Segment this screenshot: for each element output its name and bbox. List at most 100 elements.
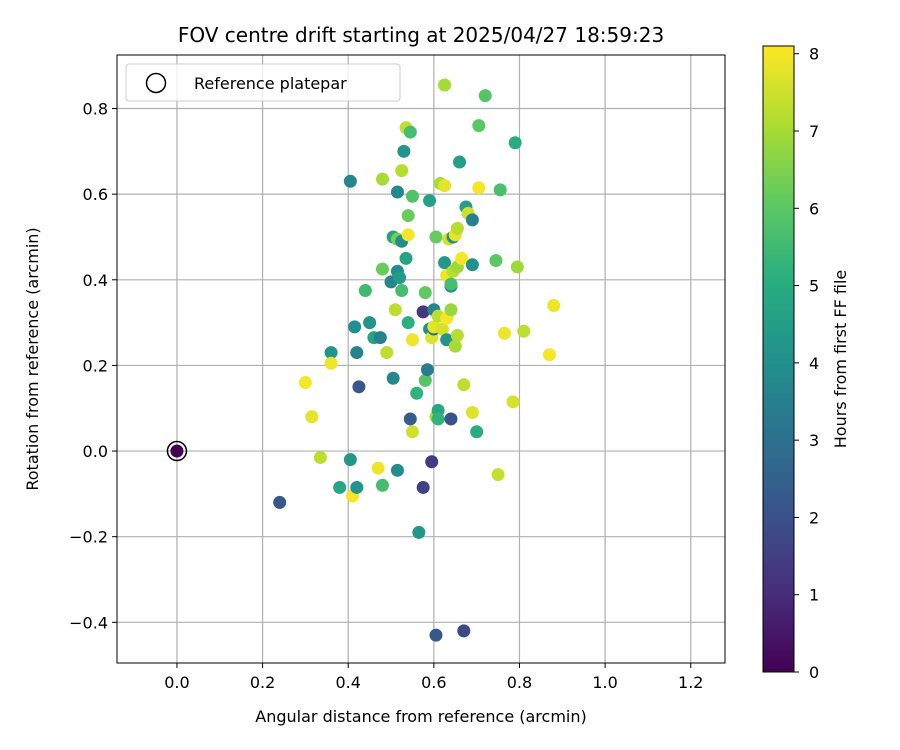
y-tick-label: 0.4	[83, 271, 108, 290]
colorbar-tick-label: 1	[809, 586, 819, 605]
data-point	[375, 478, 389, 492]
data-point	[386, 371, 400, 385]
data-point	[493, 183, 507, 197]
data-point	[491, 468, 505, 482]
data-point	[395, 283, 409, 297]
colorbar-tick-label: 5	[809, 277, 819, 296]
data-point	[348, 320, 362, 334]
data-point	[350, 480, 364, 494]
colorbar-tick-label: 2	[809, 508, 819, 527]
data-points	[166, 78, 561, 642]
data-point	[416, 305, 430, 319]
data-point	[373, 331, 387, 345]
data-point	[380, 346, 394, 360]
data-point	[403, 125, 417, 139]
data-point	[352, 380, 366, 394]
data-point	[405, 189, 419, 203]
x-tick-label: 0.4	[335, 673, 360, 692]
data-point	[401, 209, 415, 223]
data-point	[418, 286, 432, 300]
x-tick-label: 0.0	[164, 673, 189, 692]
data-point	[457, 624, 471, 638]
data-point	[298, 376, 312, 390]
data-point	[497, 326, 511, 340]
y-tick-label: −0.2	[69, 528, 108, 547]
data-point	[397, 144, 411, 158]
x-tick-label: 0.8	[507, 673, 532, 692]
data-point	[423, 194, 437, 208]
data-point	[444, 277, 458, 291]
data-point	[450, 328, 464, 342]
data-point	[313, 450, 327, 464]
legend-entry-reference: Reference platepar	[194, 74, 347, 93]
data-point	[450, 221, 464, 235]
data-point	[390, 463, 404, 477]
data-point	[343, 453, 357, 467]
data-point	[343, 174, 357, 188]
y-tick-label: −0.4	[69, 613, 108, 632]
data-point	[478, 89, 492, 103]
grid-lines	[117, 55, 725, 663]
x-tick-label: 1.0	[592, 673, 617, 692]
data-point	[444, 303, 458, 317]
colorbar-label: Hours from first FF file	[831, 270, 850, 449]
colorbar-gradient	[762, 45, 795, 673]
y-tick-label: 0.0	[83, 442, 108, 461]
data-point	[435, 322, 449, 336]
data-point	[405, 425, 419, 439]
data-point	[431, 412, 445, 426]
data-point	[350, 346, 364, 360]
y-tick-label: 0.2	[83, 356, 108, 375]
data-point	[403, 412, 417, 426]
x-tick-label: 0.2	[250, 673, 275, 692]
data-point	[455, 251, 469, 265]
data-point	[429, 628, 443, 642]
data-point	[438, 179, 452, 193]
data-point	[273, 495, 287, 509]
reference-point	[170, 444, 184, 458]
data-point	[470, 425, 484, 439]
data-point	[393, 271, 407, 285]
data-point	[410, 386, 424, 400]
colorbar: 0 1 2 3 4 5 6 7 8 Hours from first FF file	[762, 45, 850, 682]
data-point	[305, 410, 319, 424]
data-point	[506, 395, 520, 409]
data-point	[438, 78, 452, 92]
data-point	[371, 461, 385, 475]
chart-title: FOV centre drift starting at 2025/04/27 …	[178, 23, 664, 47]
data-point	[510, 260, 524, 274]
data-point	[547, 298, 561, 312]
data-point	[489, 254, 503, 268]
data-point	[508, 136, 522, 150]
y-tick-label: 0.6	[83, 185, 108, 204]
colorbar-tick-label: 6	[809, 199, 819, 218]
data-point	[358, 283, 372, 297]
data-point	[465, 258, 479, 272]
y-axis-ticks: −0.4 −0.2 0.0 0.2 0.4 0.6 0.8	[69, 100, 117, 632]
x-tick-label: 0.6	[421, 673, 446, 692]
data-point	[457, 378, 471, 392]
data-point	[420, 363, 434, 377]
plot-frame	[116, 54, 726, 664]
data-point	[517, 324, 531, 338]
colorbar-tick-label: 4	[809, 354, 819, 373]
data-point	[390, 185, 404, 199]
x-axis-ticks: 0.0 0.2 0.4 0.6 0.8 1.0 1.2	[164, 663, 703, 692]
data-point	[399, 251, 413, 265]
data-point	[333, 480, 347, 494]
x-tick-label: 1.2	[678, 673, 703, 692]
data-point	[453, 155, 467, 169]
data-point	[324, 346, 338, 360]
legend: Reference platepar	[125, 63, 401, 102]
data-point	[465, 406, 479, 420]
data-point	[472, 181, 486, 195]
y-axis-label: Rotation from reference (arcmin)	[23, 227, 42, 490]
data-point	[405, 333, 419, 347]
data-point	[472, 119, 486, 133]
data-point	[375, 172, 389, 186]
data-point	[363, 316, 377, 330]
data-point	[465, 213, 479, 227]
data-point	[542, 348, 556, 362]
colorbar-tick-label: 7	[809, 122, 819, 141]
